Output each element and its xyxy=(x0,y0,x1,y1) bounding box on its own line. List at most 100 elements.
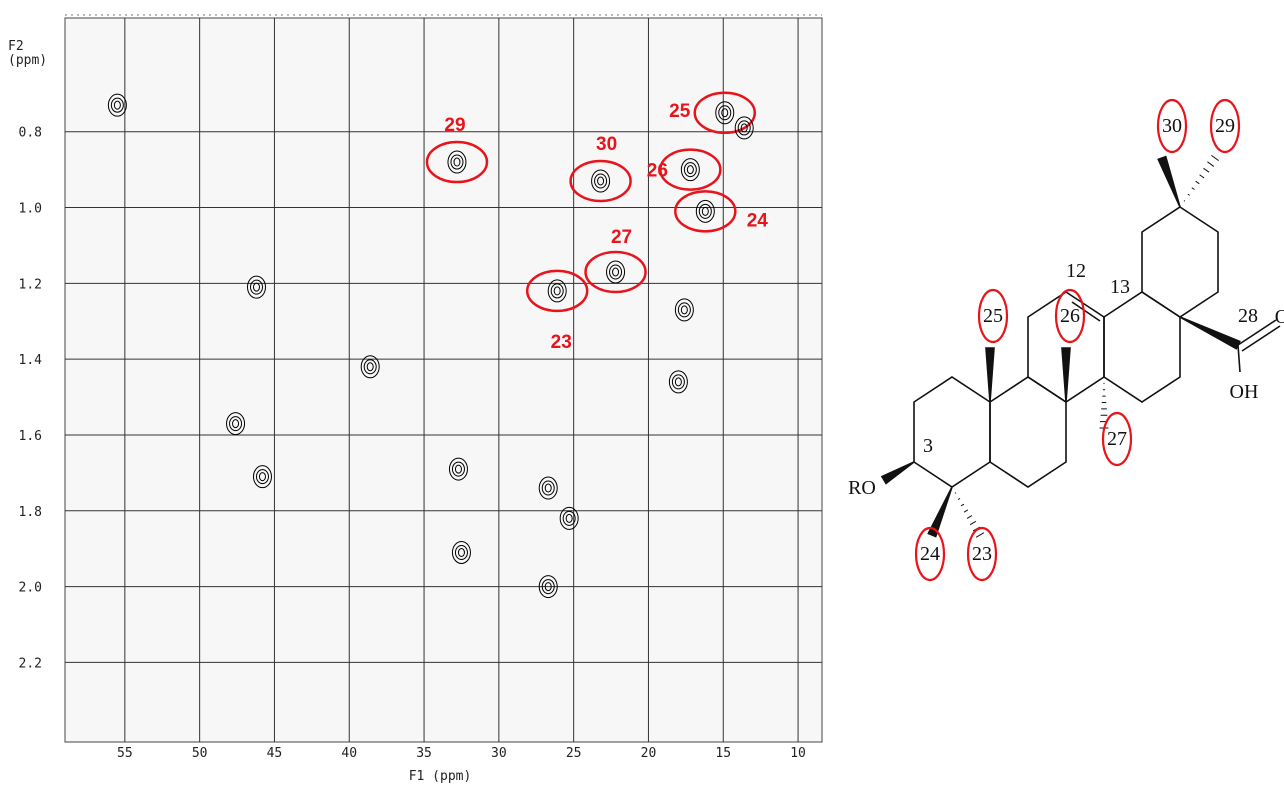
atom-label: 13 xyxy=(1110,276,1130,298)
x-tick-label: 40 xyxy=(341,746,357,761)
contour xyxy=(550,283,564,299)
x-tick-label: 20 xyxy=(641,746,657,761)
peak xyxy=(668,370,688,394)
y-tick-label: 1.8 xyxy=(19,505,42,520)
methyl-highlight xyxy=(1156,98,1188,154)
double-bond xyxy=(1071,301,1101,322)
contour xyxy=(457,547,465,557)
contour xyxy=(701,206,709,216)
peak xyxy=(734,116,754,140)
hash-bond xyxy=(1211,154,1219,162)
contour xyxy=(674,298,694,322)
contour xyxy=(677,302,691,318)
wedge-bond xyxy=(1179,316,1241,350)
contour xyxy=(668,370,688,394)
bond xyxy=(1237,344,1241,373)
peak-label: 30 xyxy=(596,134,617,155)
atom-label: 28 xyxy=(1238,305,1258,327)
peak-highlight xyxy=(425,140,489,184)
wedge-bond xyxy=(880,461,915,485)
contour xyxy=(562,510,576,526)
peak-highlight xyxy=(584,250,647,294)
contour xyxy=(609,264,623,280)
contour xyxy=(454,544,468,560)
contour xyxy=(683,162,697,178)
contour xyxy=(538,476,558,500)
contour xyxy=(110,97,124,113)
atom-label: 12 xyxy=(1066,260,1086,282)
contour xyxy=(594,173,608,189)
peak xyxy=(591,169,611,193)
methyl-highlight xyxy=(1054,288,1086,344)
methyl-highlight xyxy=(1209,98,1241,154)
methyl-label: 27 xyxy=(1107,428,1127,450)
peak xyxy=(715,101,735,125)
peak xyxy=(680,158,700,182)
y-tick-label: 0.8 xyxy=(19,126,42,141)
bond xyxy=(1241,325,1281,352)
hash-bond xyxy=(1191,187,1195,191)
contour xyxy=(686,165,694,175)
x-tick-label: 25 xyxy=(566,746,582,761)
contour xyxy=(680,305,688,315)
contour xyxy=(541,480,555,496)
methyl-highlight xyxy=(914,526,946,582)
peak-label: 26 xyxy=(647,161,668,182)
peak xyxy=(448,457,468,481)
peak-label: 23 xyxy=(551,332,572,353)
contour xyxy=(597,176,605,186)
contour xyxy=(565,513,573,523)
contour xyxy=(734,116,754,140)
peak xyxy=(559,506,579,530)
contour xyxy=(718,105,732,121)
peak xyxy=(447,150,467,174)
y-tick-label: 2.2 xyxy=(19,656,42,671)
x-tick-label: 30 xyxy=(491,746,507,761)
peak xyxy=(107,93,127,117)
methyl-label: 24 xyxy=(920,543,940,565)
peak xyxy=(674,298,694,322)
contour xyxy=(246,275,266,299)
hash-bond xyxy=(1195,180,1200,185)
peak xyxy=(547,279,567,303)
contour xyxy=(544,483,552,493)
hash-bond xyxy=(1199,174,1205,179)
contour xyxy=(448,457,468,481)
hash-bond xyxy=(1207,161,1215,167)
atom-label: RO xyxy=(848,477,876,499)
hash-bond xyxy=(969,520,977,526)
peak xyxy=(451,540,471,564)
atom-label: OH xyxy=(1230,381,1259,403)
contour xyxy=(674,377,682,387)
contour xyxy=(252,282,260,292)
peak xyxy=(695,199,715,223)
contour xyxy=(451,540,471,564)
y-tick-label: 1.6 xyxy=(19,429,42,444)
y-tick-label: 2.0 xyxy=(19,581,42,596)
wedge-bond xyxy=(1157,155,1181,208)
atom-label: 3 xyxy=(923,435,933,457)
methyl-label: 23 xyxy=(972,543,992,565)
contour xyxy=(258,472,266,482)
contour xyxy=(255,469,269,485)
y-axis-label: (ppm) xyxy=(8,53,47,68)
x-tick-label: 45 xyxy=(267,746,283,761)
peak-label: 29 xyxy=(444,115,465,136)
contour xyxy=(612,267,620,277)
plot-area xyxy=(64,17,823,743)
contour xyxy=(360,355,380,379)
wedge-bond xyxy=(927,486,953,538)
peak-highlight xyxy=(693,91,757,135)
contour xyxy=(553,286,561,296)
contour xyxy=(454,464,462,474)
hash-bond xyxy=(1187,193,1190,196)
peak xyxy=(538,476,558,500)
wedge-bond xyxy=(985,347,995,403)
contour xyxy=(547,279,567,303)
contour xyxy=(695,199,715,223)
methyl-label: 29 xyxy=(1215,115,1235,137)
peak xyxy=(606,260,626,284)
contour xyxy=(737,120,751,136)
peak xyxy=(360,355,380,379)
